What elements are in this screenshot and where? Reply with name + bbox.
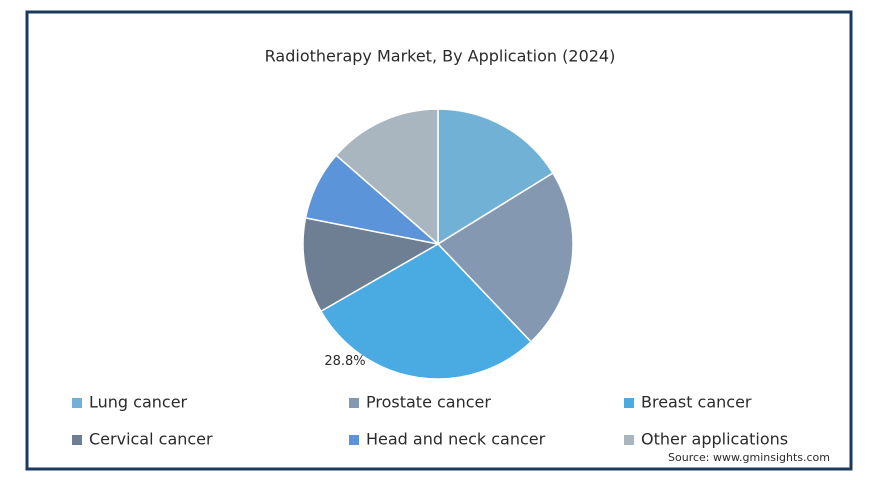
pie-slice bbox=[302, 216, 441, 313]
legend-label: Other applications bbox=[641, 430, 788, 449]
legend-label: Breast cancer bbox=[641, 393, 752, 412]
legend-swatch bbox=[624, 435, 634, 445]
legend-label: Prostate cancer bbox=[366, 393, 491, 412]
pie-slice bbox=[319, 243, 533, 380]
legend-swatch bbox=[624, 398, 634, 408]
pie-slice bbox=[436, 172, 574, 343]
chart-title: Radiotherapy Market, By Application (202… bbox=[265, 47, 616, 66]
value-label: 28.8% bbox=[324, 354, 365, 369]
pie-slice bbox=[437, 108, 554, 246]
legend-label: Head and neck cancer bbox=[366, 430, 546, 449]
pie-slice bbox=[335, 108, 439, 246]
legend-swatch bbox=[349, 435, 359, 445]
legend-label: Cervical cancer bbox=[89, 430, 213, 449]
legend-swatch bbox=[72, 435, 82, 445]
legend-label: Lung cancer bbox=[89, 393, 188, 412]
legend-swatch bbox=[72, 398, 82, 408]
legend-swatch bbox=[349, 398, 359, 408]
source: Source: www.gminsights.com bbox=[668, 451, 830, 464]
